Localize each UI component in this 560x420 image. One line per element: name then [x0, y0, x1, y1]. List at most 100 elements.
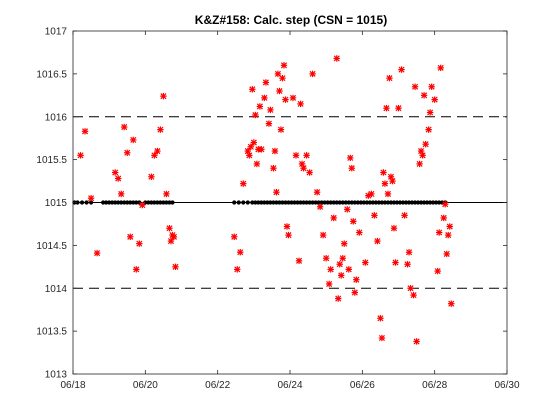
baseline-point: [409, 200, 415, 205]
step-point: [292, 152, 300, 159]
x-tick-label: 06/18: [60, 380, 85, 391]
step-point: [258, 146, 265, 153]
y-tick-label: 1013: [45, 370, 68, 381]
baseline-point: [422, 200, 427, 205]
step-point: [246, 152, 253, 159]
step-point: [380, 169, 387, 176]
baseline-point: [280, 200, 285, 205]
step-point: [115, 175, 122, 182]
baseline-point: [376, 200, 382, 205]
baseline-point: [149, 200, 154, 205]
step-point: [231, 233, 238, 240]
baseline-point: [265, 200, 270, 205]
baseline-point: [262, 200, 267, 205]
step-point: [392, 259, 399, 266]
step-point: [160, 92, 167, 100]
step-point: [319, 231, 327, 239]
step-point: [265, 120, 273, 127]
baseline-point: [385, 200, 391, 205]
baseline-point: [367, 200, 372, 205]
step-point: [133, 266, 140, 273]
step-point: [249, 86, 256, 93]
baseline-point: [340, 200, 345, 205]
step-point: [309, 70, 316, 78]
baseline-point: [277, 200, 282, 205]
step-point: [398, 66, 405, 73]
baseline-point: [170, 200, 175, 205]
baseline-point: [334, 200, 339, 205]
step-point: [351, 289, 358, 296]
baseline-point: [259, 200, 264, 205]
step-point: [151, 152, 158, 159]
baseline-point: [428, 200, 433, 205]
step-point: [404, 261, 411, 268]
step-point: [267, 106, 274, 114]
baseline-point: [419, 200, 424, 205]
baseline-point: [84, 200, 89, 205]
step-point: [157, 126, 164, 133]
baseline-point: [125, 200, 130, 205]
baseline-point: [131, 200, 136, 205]
step-point: [172, 263, 179, 271]
step-point: [253, 160, 261, 168]
baseline-point: [331, 200, 336, 205]
step-point: [443, 250, 450, 258]
step-point: [395, 104, 402, 112]
baseline-point: [361, 200, 366, 205]
y-tick-label: 1014: [45, 284, 68, 295]
step-point: [81, 128, 89, 135]
step-point: [271, 147, 279, 155]
step-point: [330, 214, 337, 222]
step-point: [87, 195, 95, 202]
baseline-point: [289, 200, 294, 205]
step-point: [411, 83, 419, 90]
step-point: [327, 266, 334, 273]
baseline-point: [88, 200, 94, 205]
step-point: [124, 149, 131, 156]
step-point: [383, 104, 390, 112]
step-point: [442, 201, 449, 208]
step-point: [306, 169, 313, 176]
step-point: [422, 140, 429, 148]
step-point: [356, 229, 363, 236]
step-point: [277, 126, 285, 133]
step-point: [130, 136, 137, 144]
baseline-point: [316, 200, 321, 205]
step-point: [350, 218, 357, 225]
baseline-point: [364, 200, 369, 205]
baseline-point: [319, 200, 324, 205]
baseline-point: [295, 200, 300, 205]
step-point: [273, 189, 280, 196]
step-point: [279, 74, 286, 82]
baseline-point: [397, 200, 403, 205]
baseline-point: [232, 200, 237, 205]
y-tick-label: 1015: [45, 198, 68, 209]
baseline-point: [370, 200, 375, 205]
baseline-point: [412, 200, 418, 205]
x-tick-label: 06/26: [350, 380, 375, 391]
baseline-point: [104, 200, 109, 205]
baseline-point: [134, 200, 139, 205]
baseline-point: [355, 200, 360, 205]
baseline-point: [415, 200, 421, 205]
step-point: [437, 64, 444, 72]
step-point: [111, 169, 119, 176]
step-point: [282, 96, 289, 103]
step-point: [445, 231, 452, 239]
baseline-point: [250, 200, 255, 205]
step-point: [338, 272, 345, 279]
step-point: [425, 126, 432, 133]
step-point: [261, 94, 268, 102]
baseline-point: [379, 200, 385, 205]
baseline-point: [304, 200, 309, 205]
step-point: [295, 257, 303, 265]
step-point: [419, 152, 426, 159]
step-point: [368, 190, 375, 198]
baseline-point: [116, 200, 121, 205]
step-point: [335, 295, 342, 302]
step-point: [316, 203, 324, 210]
baseline-point: [403, 200, 409, 205]
baseline-point: [322, 200, 327, 205]
step-point: [440, 214, 447, 222]
